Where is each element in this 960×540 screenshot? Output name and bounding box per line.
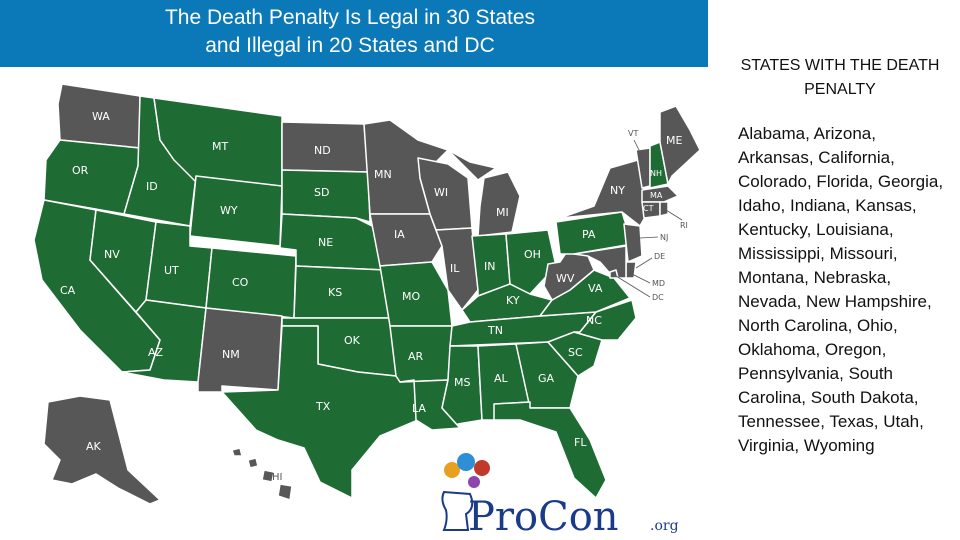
- label-ky: KY: [506, 294, 520, 307]
- logo-text: ProCon: [468, 494, 619, 540]
- label-pa: PA: [582, 228, 596, 241]
- label-nv: NV: [104, 248, 120, 261]
- label-sd: SD: [314, 186, 329, 199]
- label-wv: WV: [556, 272, 575, 285]
- death-penalty-states-list: Alabama, Arizona, Arkansas, California, …: [738, 124, 944, 455]
- state-hi: [231, 447, 293, 501]
- state-sd: [281, 169, 371, 223]
- label-ma: MA: [650, 191, 663, 200]
- label-il: IL: [450, 262, 460, 275]
- logo-org: .org: [650, 518, 679, 534]
- label-or: OR: [72, 164, 89, 177]
- label-de: DE: [654, 252, 665, 261]
- state-sc: [547, 331, 603, 377]
- label-co: CO: [232, 276, 249, 289]
- label-ca: CA: [60, 284, 76, 297]
- state-mi: [447, 149, 521, 237]
- label-ar: AR: [408, 350, 424, 363]
- state-wv: [543, 249, 595, 301]
- label-tn: TN: [487, 324, 503, 337]
- label-in: IN: [484, 260, 495, 273]
- label-ny: NY: [610, 184, 625, 197]
- label-oh: OH: [524, 248, 541, 261]
- state-mo: [379, 261, 453, 327]
- label-vt: VT: [628, 129, 638, 138]
- label-tx: TX: [315, 400, 331, 413]
- label-id: ID: [146, 180, 158, 193]
- label-ms: MS: [454, 376, 470, 389]
- state-tx: [221, 325, 419, 499]
- title-bar: [0, 0, 708, 67]
- page-title: The Death Penalty Is Legal in 30 States …: [0, 4, 700, 60]
- state-co: [205, 247, 297, 319]
- label-ga: GA: [538, 372, 555, 385]
- label-wi: WI: [434, 186, 448, 199]
- label-md: MD: [652, 279, 665, 288]
- state-fl: [493, 401, 607, 499]
- label-va: VA: [588, 282, 603, 295]
- label-mo: MO: [402, 290, 420, 303]
- state-oh: [505, 229, 557, 295]
- label-wy: WY: [220, 204, 238, 217]
- label-la: LA: [412, 402, 426, 415]
- label-ok: OK: [344, 334, 361, 347]
- label-mi: MI: [496, 206, 509, 219]
- label-mn: MN: [374, 168, 392, 181]
- label-nc: NC: [586, 314, 602, 327]
- label-ut: UT: [164, 264, 179, 277]
- label-ks: KS: [328, 286, 342, 299]
- label-sc: SC: [568, 346, 583, 359]
- us-map: WA OR CA ID NV MT WY UT CO AZ NM ND SD N…: [0, 67, 720, 540]
- procon-logo: ProCon .org: [441, 453, 679, 540]
- state-ak: [43, 395, 161, 505]
- label-nh: NH: [650, 169, 662, 178]
- label-wa: WA: [92, 110, 110, 123]
- title-line-1: The Death Penalty Is Legal in 30 States: [164, 6, 536, 29]
- label-ne: NE: [318, 236, 333, 249]
- label-nj: NJ: [660, 233, 668, 242]
- label-me: ME: [666, 134, 682, 147]
- label-ct: CT: [643, 204, 654, 213]
- label-mt: MT: [212, 140, 228, 153]
- state-ma: [641, 185, 679, 203]
- sidebar-heading: STATES WITH THE DEATH PENALTY: [740, 57, 940, 98]
- state-nm: [197, 307, 283, 393]
- label-ri: RI: [680, 221, 688, 230]
- label-ak: AK: [86, 440, 102, 453]
- label-nd: ND: [314, 144, 331, 157]
- state-ri: [659, 201, 669, 217]
- label-dc: DC: [652, 293, 664, 302]
- state-ia: [369, 213, 443, 267]
- label-az: AZ: [148, 346, 164, 359]
- label-al: AL: [494, 372, 509, 385]
- label-hi: HI: [272, 472, 282, 483]
- label-ia: IA: [394, 228, 405, 241]
- state-me: [659, 105, 701, 185]
- title-line-2: and Illegal in 20 States and DC: [205, 34, 495, 57]
- label-fl: FL: [574, 436, 587, 449]
- label-nm: NM: [222, 348, 240, 361]
